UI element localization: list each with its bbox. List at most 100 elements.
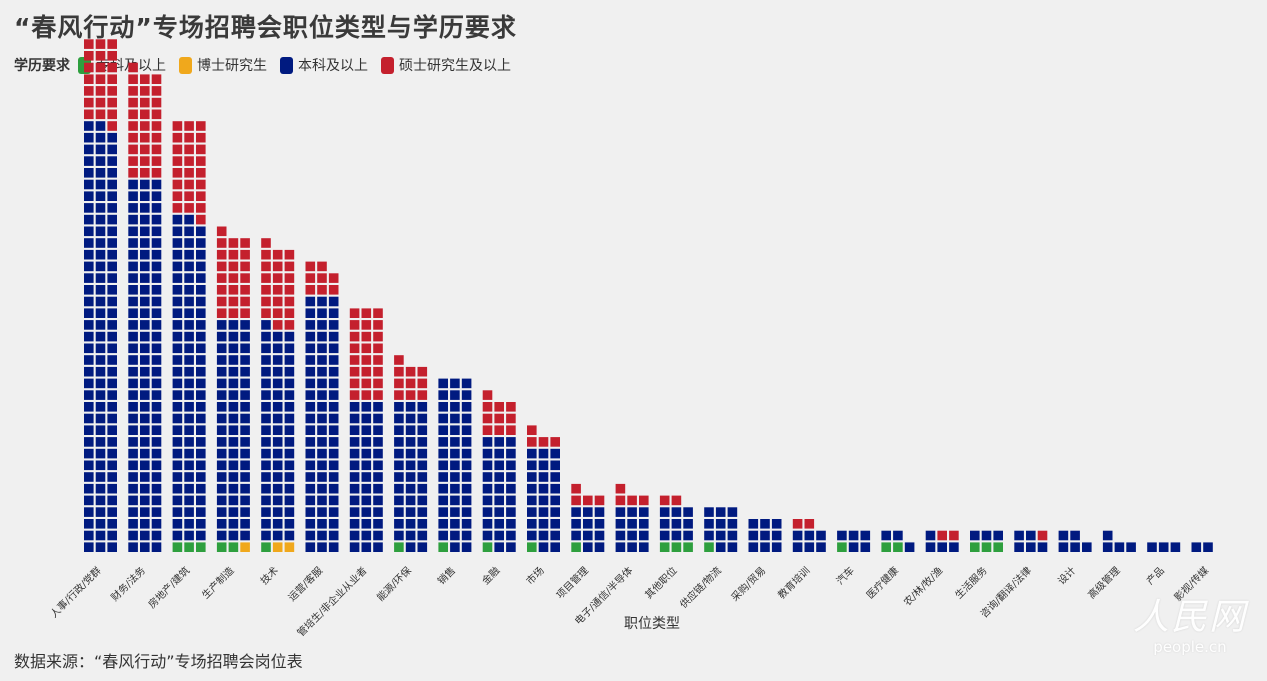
waffle-cell [261, 484, 271, 494]
waffle-cell [196, 355, 206, 365]
waffle-cell [350, 425, 360, 435]
waffle-cell [128, 238, 138, 248]
waffle-cell [317, 437, 327, 447]
waffle-cell [373, 472, 383, 482]
waffle-cell [506, 507, 516, 517]
waffle-cell [273, 355, 283, 365]
waffle-cell [1014, 542, 1024, 552]
category-label: 市场 [523, 564, 546, 587]
waffle-cell [539, 484, 549, 494]
waffle-cell [418, 507, 428, 517]
category-group [1059, 531, 1092, 552]
waffle-cell [84, 110, 94, 120]
waffle-cell [128, 63, 138, 73]
category-label: 采购/贸易 [728, 564, 768, 604]
waffle-cell [196, 285, 206, 295]
waffle-cell [96, 168, 106, 178]
waffle-cell [683, 531, 693, 541]
waffle-cell [184, 250, 194, 260]
waffle-cell [196, 542, 206, 552]
waffle-cell [96, 402, 106, 412]
waffle-cell [350, 308, 360, 318]
waffle-cell [373, 320, 383, 330]
waffle-cell [571, 507, 581, 517]
waffle-cell [350, 414, 360, 424]
waffle-cell [240, 519, 250, 529]
waffle-cell [196, 227, 206, 237]
waffle-cell [96, 156, 106, 166]
waffle-cell [173, 285, 183, 295]
waffle-cell [96, 379, 106, 389]
waffle-cell [306, 344, 316, 354]
waffle-cell [229, 542, 239, 552]
waffle-cell [1070, 531, 1080, 541]
waffle-cell [793, 542, 803, 552]
waffle-cell [217, 531, 227, 541]
waffle-cell [128, 402, 138, 412]
waffle-cell [837, 542, 847, 552]
waffle-cell [184, 168, 194, 178]
waffle-cell [128, 496, 138, 506]
waffle-cell [317, 496, 327, 506]
waffle-cell [152, 332, 162, 342]
waffle-cell [217, 519, 227, 529]
waffle-cell [196, 437, 206, 447]
waffle-cell [128, 344, 138, 354]
waffle-cell [1038, 542, 1048, 552]
waffle-cell [173, 273, 183, 283]
waffle-cell [329, 273, 339, 283]
waffle-cell [152, 425, 162, 435]
waffle-cell [273, 472, 283, 482]
waffle-cell [494, 542, 504, 552]
waffle-cell [704, 507, 714, 517]
waffle-cell [84, 367, 94, 377]
waffle-cell [152, 355, 162, 365]
waffle-cell [140, 542, 150, 552]
waffle-cell [329, 379, 339, 389]
waffle-cell [84, 74, 94, 84]
waffle-cell [306, 414, 316, 424]
waffle-cell [483, 402, 493, 412]
waffle-cell [350, 507, 360, 517]
waffle-cell [406, 484, 416, 494]
waffle-cell [140, 308, 150, 318]
waffle-cell [418, 425, 428, 435]
waffle-cell [196, 425, 206, 435]
waffle-cell [627, 519, 637, 529]
waffle-cell [261, 250, 271, 260]
waffle-cell [285, 250, 295, 260]
waffle-cell [506, 425, 516, 435]
waffle-cell [373, 531, 383, 541]
waffle-cell [616, 542, 626, 552]
waffle-cell [84, 414, 94, 424]
category-label: 高级管理 [1085, 564, 1122, 601]
waffle-cell [140, 320, 150, 330]
waffle-cell [550, 507, 560, 517]
waffle-cell [128, 110, 138, 120]
waffle-cell [140, 180, 150, 190]
waffle-cell [583, 519, 593, 529]
waffle-cell [350, 484, 360, 494]
waffle-cell [261, 238, 271, 248]
waffle-cell [229, 519, 239, 529]
waffle-cell [196, 414, 206, 424]
waffle-cell [362, 367, 372, 377]
waffle-cell [217, 507, 227, 517]
waffle-cell [550, 484, 560, 494]
waffle-cell [550, 542, 560, 552]
waffle-cell [373, 379, 383, 389]
waffle-cell [362, 461, 372, 471]
waffle-cell [128, 379, 138, 389]
waffle-cell [84, 542, 94, 552]
waffle-cell [273, 531, 283, 541]
waffle-cell [306, 379, 316, 389]
waffle-cell [660, 519, 670, 529]
waffle-cell [84, 238, 94, 248]
waffle-cell [450, 379, 460, 389]
waffle-cell [140, 379, 150, 389]
category-group [660, 496, 693, 552]
waffle-cell [107, 542, 117, 552]
waffle-cell [317, 355, 327, 365]
waffle-cell [96, 449, 106, 459]
category-group [749, 519, 782, 552]
